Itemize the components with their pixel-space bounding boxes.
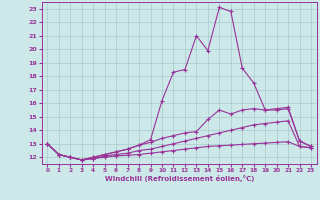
X-axis label: Windchill (Refroidissement éolien,°C): Windchill (Refroidissement éolien,°C)	[105, 175, 254, 182]
